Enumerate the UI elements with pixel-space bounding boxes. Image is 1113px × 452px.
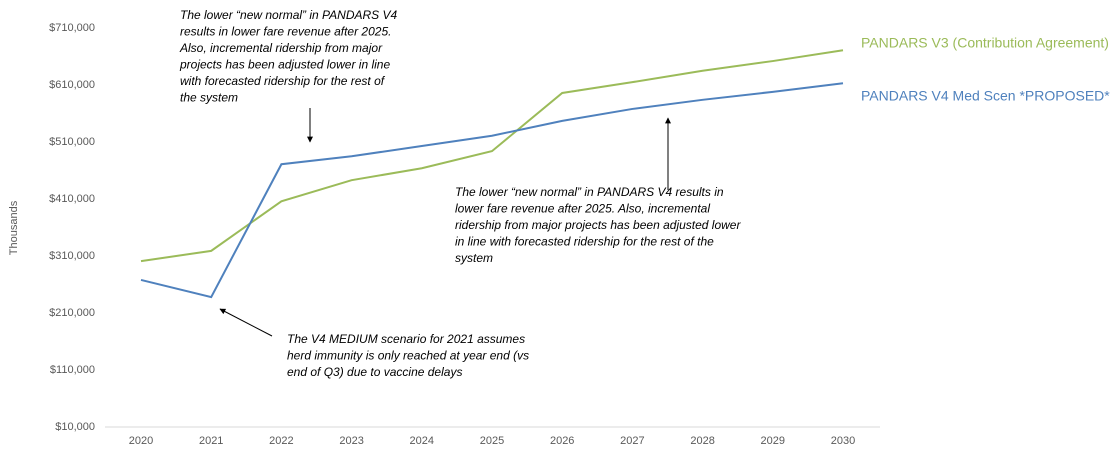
legend-label: PANDARS V4 Med Scen *PROPOSED* <box>861 88 1110 104</box>
y-tick-label: $510,000 <box>49 136 95 148</box>
x-tick-label: 2025 <box>480 435 504 447</box>
y-tick-label: $10,000 <box>55 421 95 433</box>
x-tick-label: 2024 <box>410 435 434 447</box>
x-tick-label: 2023 <box>339 435 363 447</box>
x-tick-label: 2022 <box>269 435 293 447</box>
annotation: herd immunity is only reached at year en… <box>287 349 529 363</box>
x-tick-label: 2026 <box>550 435 574 447</box>
annotation: the system <box>180 91 238 105</box>
annotation: ridership from major projects has been a… <box>455 218 741 232</box>
annotation: end of Q3) due to vaccine delays <box>287 365 462 379</box>
series-line <box>140 49 844 263</box>
legend-label: PANDARS V3 (Contribution Agreement) <box>861 35 1109 51</box>
annotation: projects has been adjusted lower in line <box>179 58 390 72</box>
x-tick-label: 2020 <box>129 435 153 447</box>
annotation: lower fare revenue after 2025. Also, inc… <box>455 202 710 216</box>
x-tick-label: 2021 <box>199 435 223 447</box>
y-tick-label: $710,000 <box>49 22 95 34</box>
annotation: Also, incremental ridership from major <box>179 41 383 55</box>
annotation: The lower “new normal” in PANDARS V4 <box>180 8 398 22</box>
y-axis-label: Thousands <box>8 200 20 255</box>
x-tick-label: 2029 <box>761 435 785 447</box>
series-line <box>140 82 844 299</box>
annotation: in line with forecasted ridership for th… <box>455 235 714 249</box>
x-tick-label: 2028 <box>690 435 714 447</box>
y-tick-label: $210,000 <box>49 307 95 319</box>
arrow <box>219 308 273 337</box>
annotation: system <box>455 251 493 265</box>
x-tick-label: 2027 <box>620 435 644 447</box>
y-tick-label: $110,000 <box>50 364 95 376</box>
annotation: with forecasted ridership for the rest o… <box>180 74 386 88</box>
annotation: results in lower fare revenue after 2025… <box>180 25 391 39</box>
y-tick-label: $310,000 <box>49 250 95 262</box>
y-tick-label: $610,000 <box>49 79 95 91</box>
y-tick-label: $410,000 <box>49 193 95 205</box>
annotation: The lower “new normal” in PANDARS V4 res… <box>455 185 724 199</box>
x-tick-label: 2030 <box>831 435 855 447</box>
annotation: The V4 MEDIUM scenario for 2021 assumes <box>287 332 525 346</box>
